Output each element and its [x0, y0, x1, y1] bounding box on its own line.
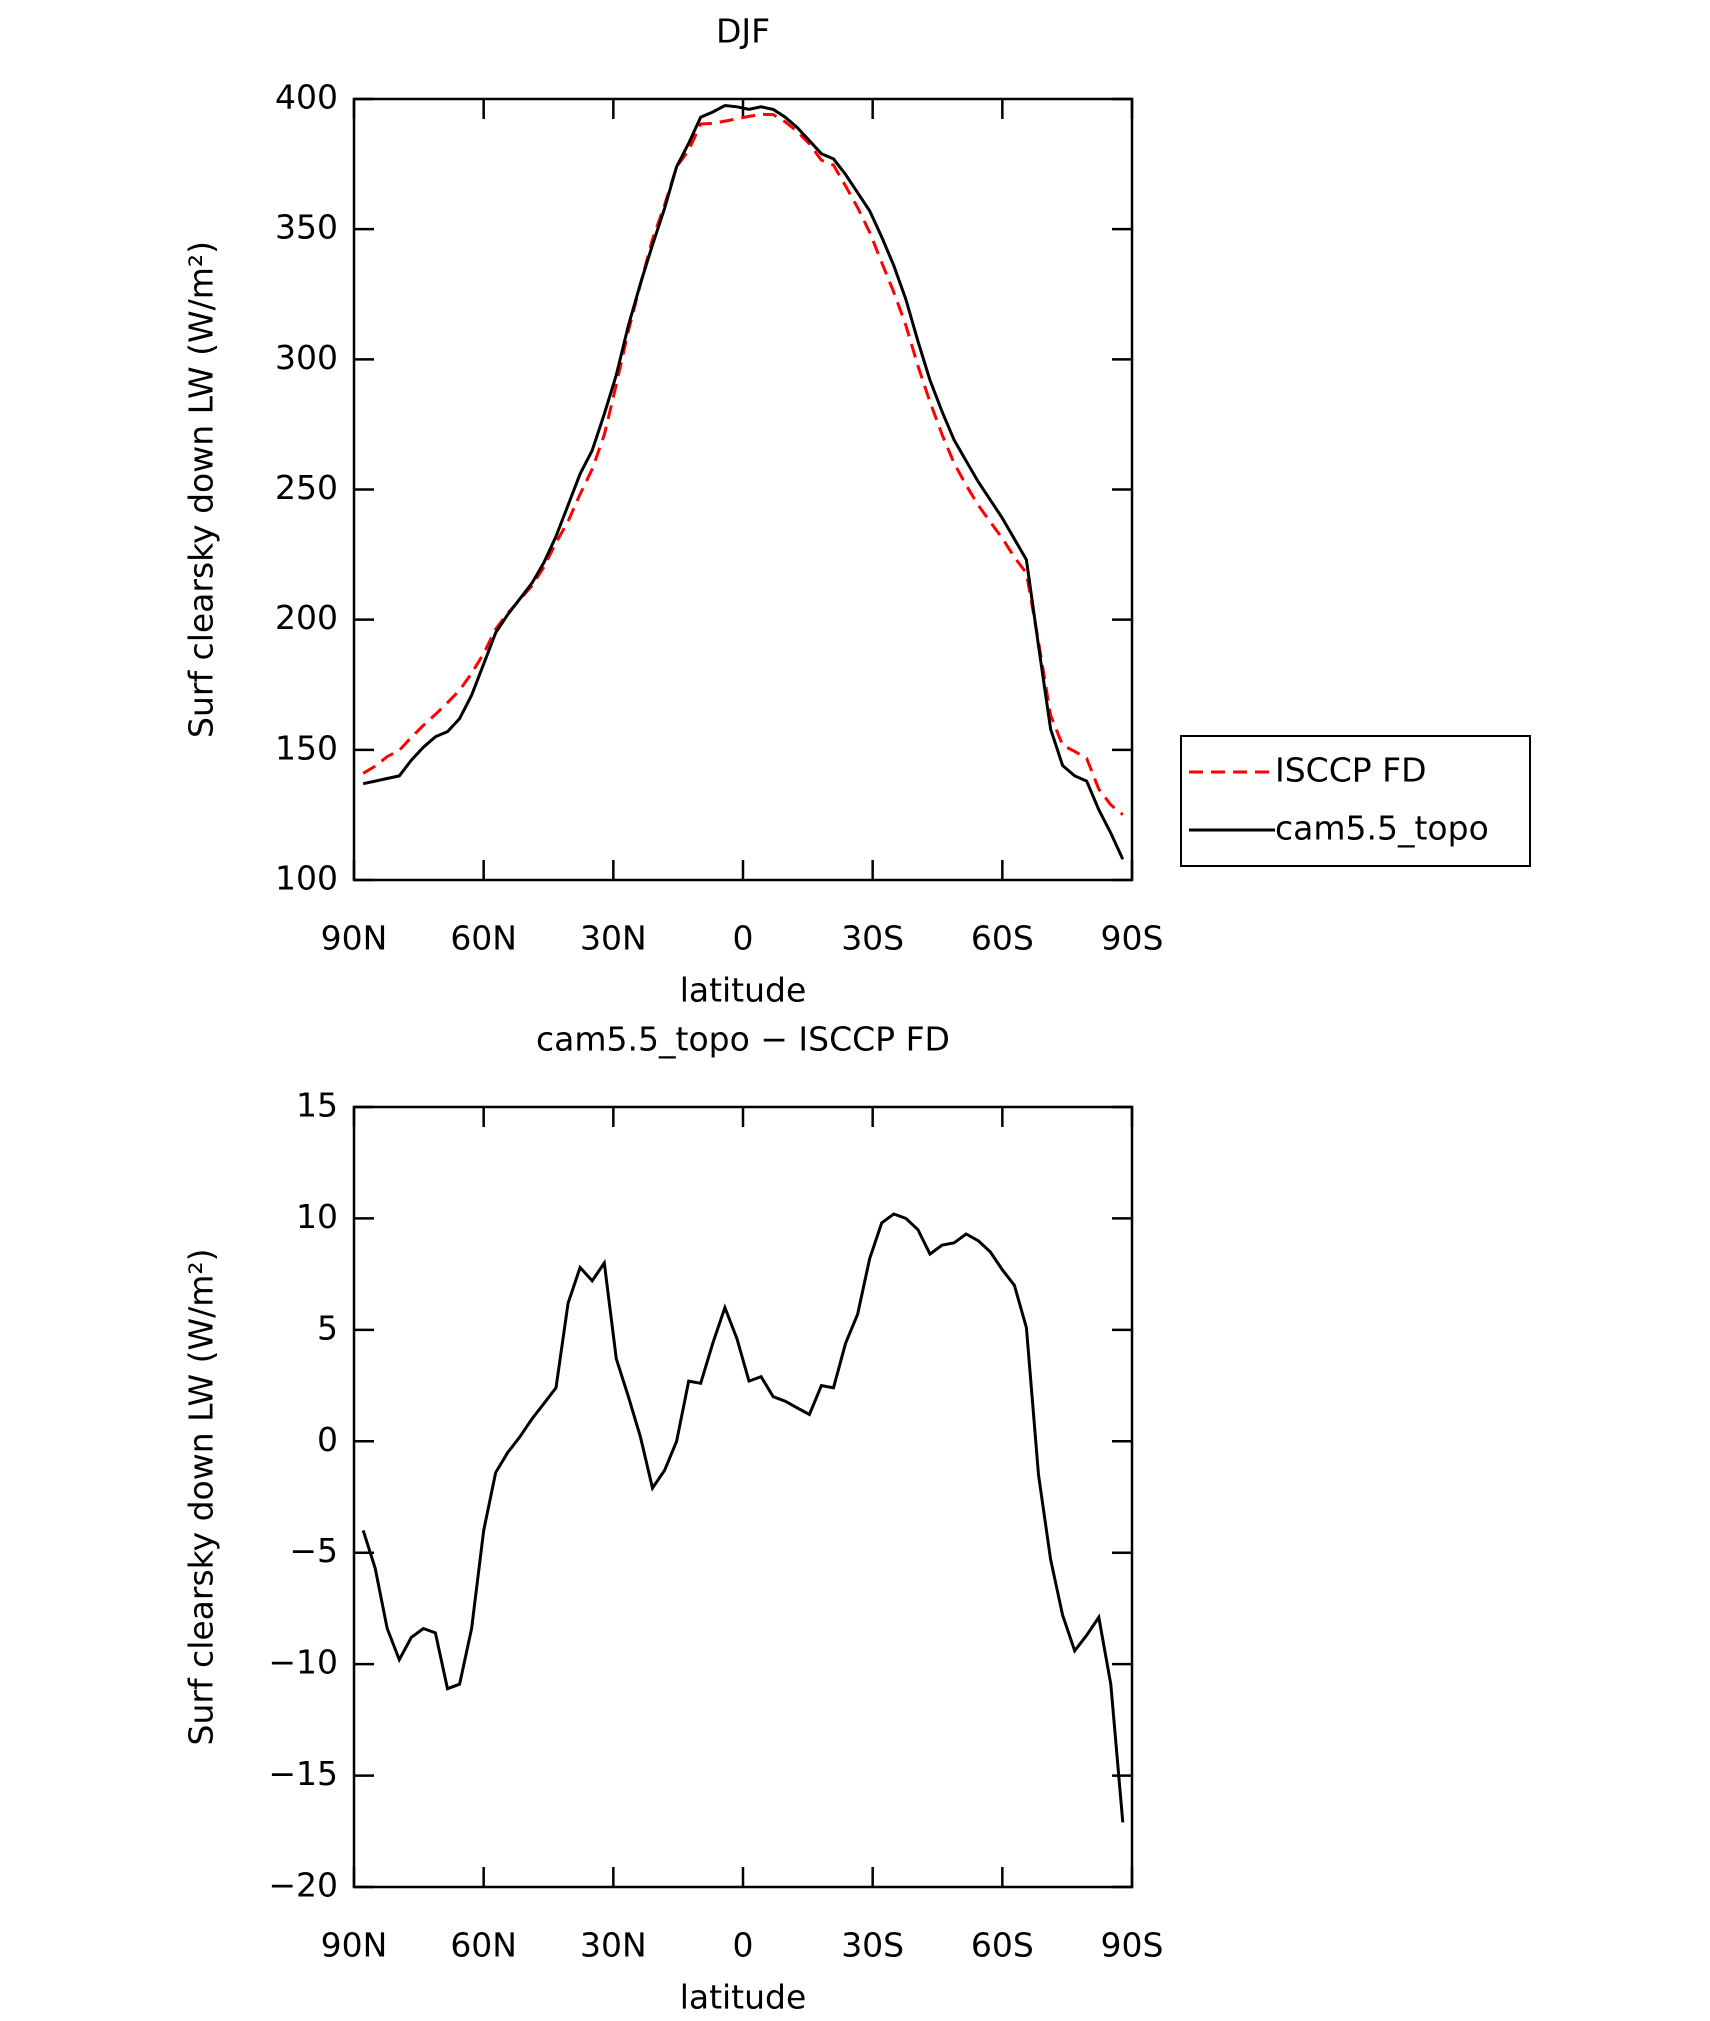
y-tick-label: −15	[268, 1754, 338, 1793]
legend-label: ISCCP FD	[1275, 751, 1427, 790]
y-tick-label: −10	[268, 1643, 338, 1682]
y-tick-label: 300	[275, 338, 338, 377]
x-axis-label: latitude	[680, 971, 807, 1010]
y-tick-label: 100	[275, 859, 338, 898]
y-tick-label: 200	[275, 598, 338, 637]
chart-title: DJF	[716, 12, 770, 51]
x-tick-label: 90S	[1101, 919, 1164, 958]
chart-title: cam5.5_topo − ISCCP FD	[536, 1020, 950, 1059]
y-tick-label: 250	[275, 468, 338, 507]
y-tick-label: 5	[317, 1308, 338, 1347]
y-tick-label: 15	[296, 1086, 338, 1125]
y-tick-label: −5	[289, 1531, 338, 1570]
x-tick-label: 60S	[971, 1926, 1034, 1965]
y-tick-label: 400	[275, 78, 338, 117]
data-line	[362, 103, 1125, 860]
x-tick-label: 60N	[450, 1926, 517, 1965]
plot-frame	[352, 97, 1134, 882]
y-tick-label: −20	[268, 1866, 338, 1905]
plot-frame	[352, 1105, 1134, 1889]
x-tick-label: 90N	[321, 1926, 388, 1965]
x-axis-label: latitude	[680, 1978, 807, 2017]
x-tick-label: 30N	[580, 1926, 647, 1965]
x-tick-label: 0	[733, 1926, 754, 1965]
x-tick-label: 30N	[580, 919, 647, 958]
data-line	[361, 1212, 1125, 1823]
x-tick-label: 30S	[841, 1926, 904, 1965]
legend-label: cam5.5_topo	[1275, 809, 1489, 848]
x-tick-label: 90S	[1101, 1926, 1164, 1965]
data-line	[362, 112, 1124, 816]
x-tick-label: 60N	[450, 919, 517, 958]
y-axis-label: Surf clearsky down LW (W/m²)	[182, 241, 221, 738]
x-tick-label: 90N	[321, 919, 388, 958]
plot: cam5.5_topo − ISCCP FD latitude Surf clear…	[182, 1020, 1164, 2017]
y-tick-label: 0	[317, 1420, 338, 1459]
y-tick-label: 150	[275, 728, 338, 767]
y-tick-label: 350	[275, 208, 338, 247]
y-axis-label: Surf clearsky down LW (W/m²)	[182, 1249, 221, 1746]
y-tick-label: 10	[296, 1197, 338, 1236]
x-tick-label: 30S	[841, 919, 904, 958]
x-tick-label: 0	[733, 919, 754, 958]
legend-box	[1180, 735, 1531, 867]
x-tick-label: 60S	[971, 919, 1034, 958]
plot: DJF latitude Surf clearsky down LW (W/m²) 9…	[182, 12, 1531, 1010]
